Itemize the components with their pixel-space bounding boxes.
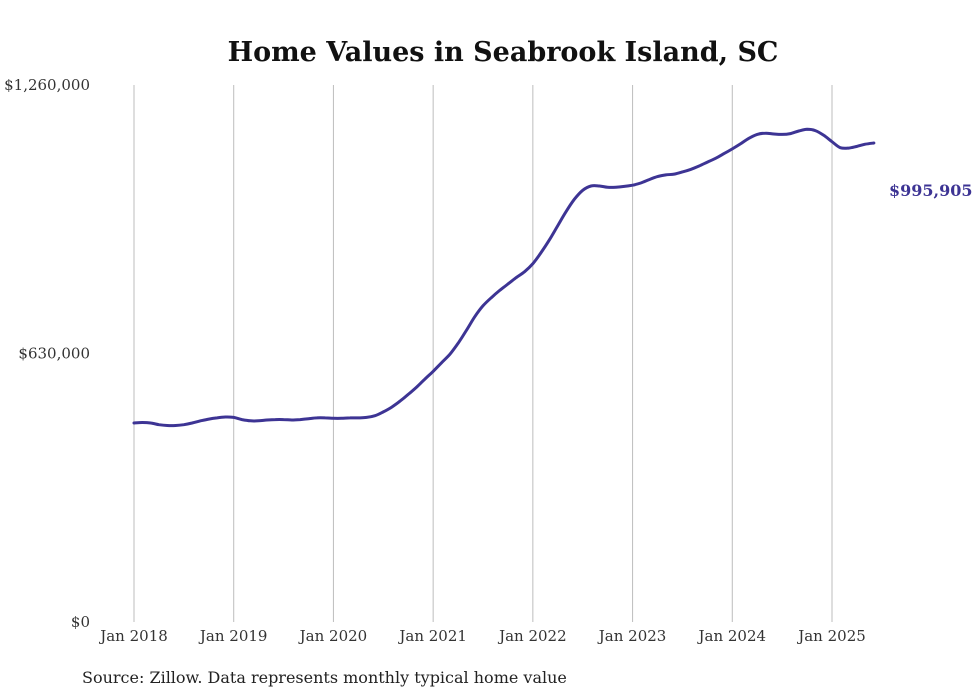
series-layer bbox=[132, 127, 876, 428]
x-tick-label: Jan 2025 bbox=[796, 627, 866, 645]
x-tick-label: Jan 2021 bbox=[397, 627, 467, 645]
x-tick-label: Jan 2019 bbox=[198, 627, 268, 645]
y-tick-label: $0 bbox=[71, 613, 90, 631]
source-note: Source: Zillow. Data represents monthly … bbox=[82, 668, 567, 687]
y-tick-label: $1,260,000 bbox=[4, 76, 90, 94]
x-tick-label: Jan 2020 bbox=[298, 627, 368, 645]
x-tick-label: Jan 2024 bbox=[697, 627, 767, 645]
chart-title: Home Values in Seabrook Island, SC bbox=[228, 37, 779, 68]
series-line bbox=[132, 127, 876, 428]
y-axis: $1,260,000 $630,000 $0 bbox=[4, 76, 90, 631]
grid-layer bbox=[133, 85, 833, 622]
y-tick-label: $630,000 bbox=[18, 345, 90, 363]
x-tick-label: Jan 2023 bbox=[597, 627, 667, 645]
x-tick-label: Jan 2022 bbox=[497, 627, 567, 645]
end-value-label: $995,905 bbox=[889, 181, 973, 200]
x-axis: Jan 2018 Jan 2019 Jan 2020 Jan 2021 Jan 2022… bbox=[98, 627, 866, 645]
x-tick-label: Jan 2018 bbox=[98, 627, 168, 645]
